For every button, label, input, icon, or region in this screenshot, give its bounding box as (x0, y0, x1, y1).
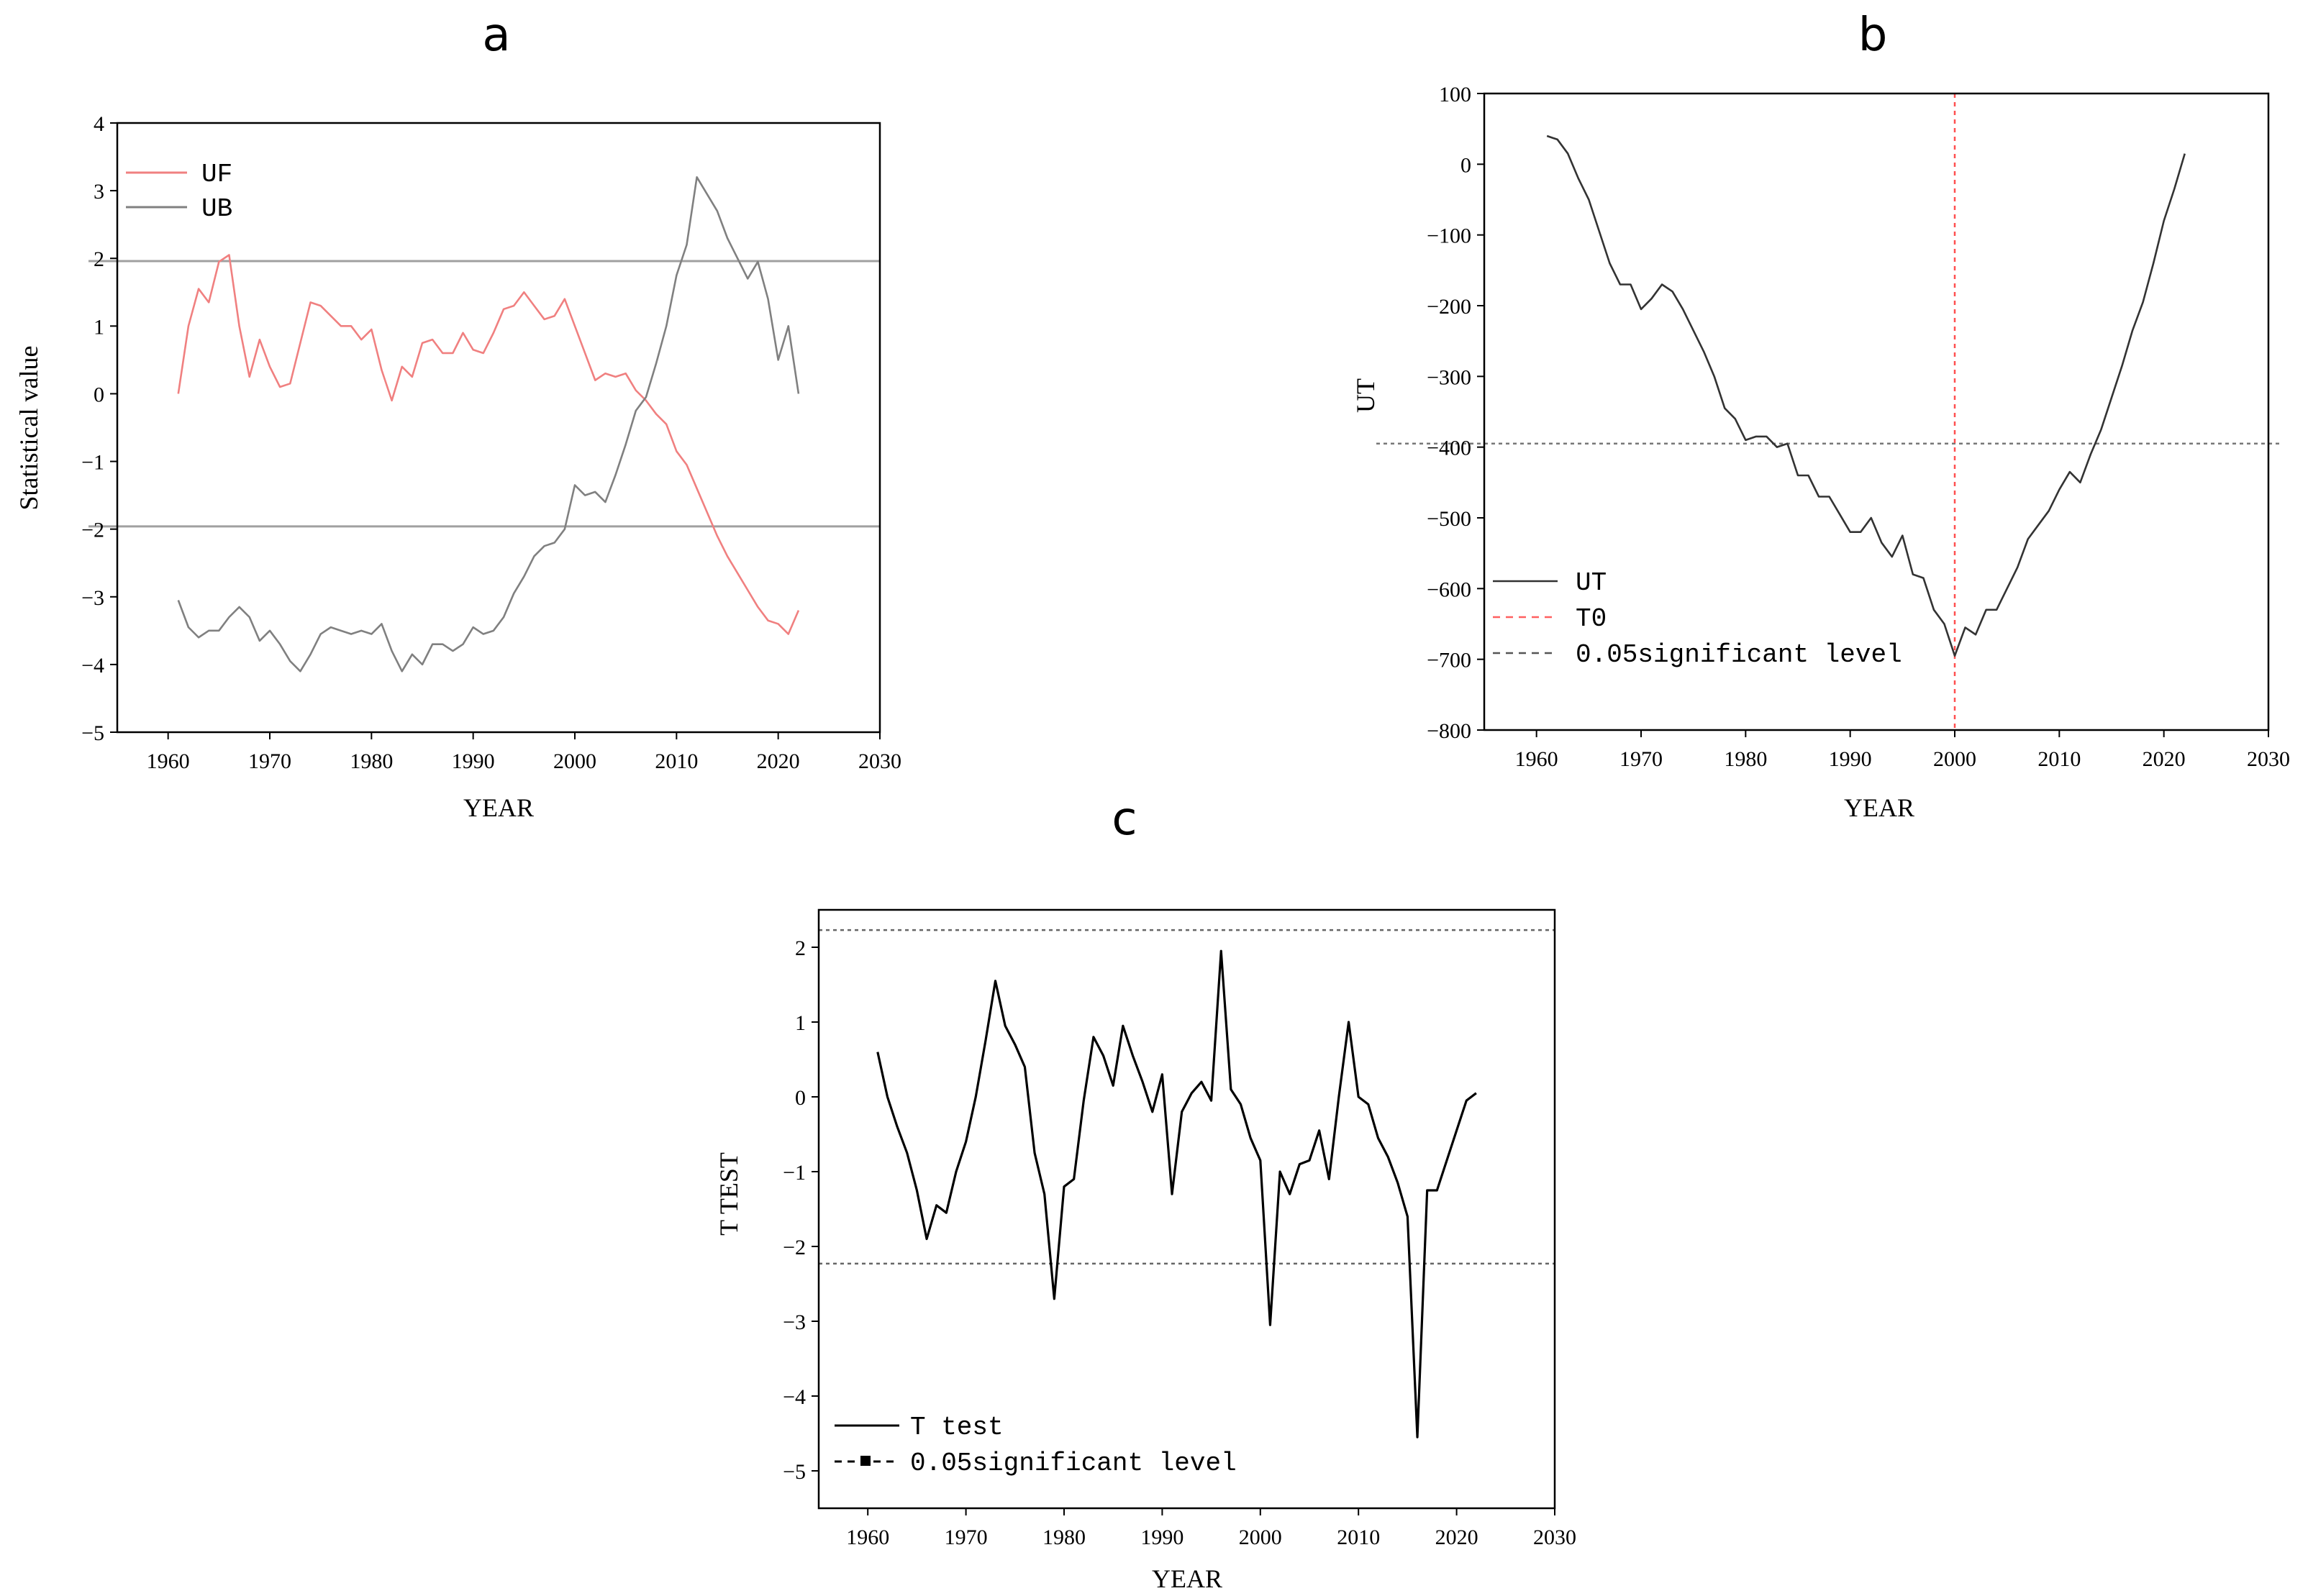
x-tick-label: 2030 (2247, 747, 2290, 771)
y-tick-label: 1 (795, 1011, 806, 1035)
y-tick-label: 3 (94, 180, 104, 204)
panel-c-y-ticks: 2 1 0 −1 −2 −3 −4 −5 (783, 936, 819, 1484)
x-tick-label: 2000 (1933, 747, 1976, 771)
x-tick-label: 1970 (248, 749, 291, 773)
panel-c-y-axis-label: T TEST (714, 1152, 743, 1236)
y-tick-label: −300 (1427, 365, 1471, 389)
legend-marker-square (860, 1456, 871, 1466)
panel-b-y-ticks: 100 0 −100 −200 −300 −400 −500 −600 −700 −800 (1427, 83, 1484, 743)
legend-label-t0: T0 (1576, 604, 1607, 634)
panel-b-reference-lines (1376, 94, 2283, 730)
legend-label-ttest: T test (910, 1413, 1004, 1442)
y-tick-label: −4 (81, 654, 104, 678)
y-tick-label: 0 (1460, 153, 1471, 177)
panel-b-series (1546, 134, 2186, 657)
y-tick-label: 2 (795, 936, 806, 960)
panel-a-x-ticks: 1960 1970 1980 1990 2000 2010 2020 2030 (147, 732, 901, 773)
y-tick-label: −1 (783, 1161, 806, 1185)
panel-a-y-axis-label: Statistical value (14, 346, 43, 511)
y-tick-label: −600 (1427, 578, 1471, 601)
y-tick-label: −5 (81, 721, 104, 745)
series-line-uf (177, 254, 800, 635)
y-tick-label: 4 (94, 112, 104, 136)
x-tick-label: 2020 (757, 749, 800, 773)
panel-a-x-axis-label: YEAR (463, 793, 534, 822)
y-tick-label: 100 (1439, 83, 1471, 106)
y-tick-label: −1 (81, 451, 104, 475)
legend-label-sig-c: 0.05significant level (910, 1449, 1237, 1478)
panel-c-legend: T test 0.05significant level (835, 1413, 1237, 1478)
x-tick-label: 2000 (1239, 1526, 1282, 1549)
x-tick-label: 2010 (2037, 747, 2081, 771)
y-tick-label: 0 (795, 1086, 806, 1110)
panel-a-letter: a (482, 9, 510, 62)
panel-b-letter: b (1858, 9, 1888, 62)
x-tick-label: 2030 (1533, 1526, 1576, 1549)
x-tick-label: 1980 (350, 749, 393, 773)
y-tick-label: −700 (1427, 649, 1471, 672)
y-tick-label: −200 (1427, 295, 1471, 319)
x-tick-label: 2010 (1337, 1526, 1380, 1549)
y-tick-label: −3 (81, 586, 104, 610)
panel-c-plot-frame (817, 908, 1556, 1510)
panel-c: c 1960 1970 1980 1990 2000 2010 2020 2030 2 1 0 −1… (714, 793, 1576, 1593)
y-tick-label: −5 (783, 1460, 806, 1484)
x-tick-label: 1960 (846, 1526, 889, 1549)
panel-c-x-axis-label: YEAR (1152, 1564, 1222, 1593)
x-tick-label: 1960 (147, 749, 190, 773)
x-tick-label: 2000 (553, 749, 596, 773)
panel-a-legend: UF UB (126, 160, 232, 224)
panel-c-series (876, 949, 1477, 1438)
panel-a-series (177, 175, 800, 672)
y-tick-label: −2 (81, 519, 104, 542)
panel-b-plot-frame (1483, 92, 2270, 731)
y-tick-label: −100 (1427, 224, 1471, 248)
panel-c-x-ticks: 1960 1970 1980 1990 2000 2010 2020 2030 (846, 1508, 1576, 1549)
panel-c-reference-lines (819, 929, 1555, 1265)
series-line-ub (177, 175, 800, 672)
panel-b: b 1960 1970 1980 1990 2000 2010 2020 2030 100 0 −… (1351, 9, 2290, 822)
x-tick-label: 2020 (1435, 1526, 1478, 1549)
panel-b-legend: UT T0 0.05significant level (1493, 568, 1902, 670)
panel-b-x-ticks: 1960 1970 1980 1990 2000 2010 2020 2030 (1515, 730, 2290, 771)
x-tick-label: 2030 (858, 749, 901, 773)
legend-label-uf: UF (201, 160, 232, 189)
series-line-ut (1546, 134, 2186, 657)
legend-label-ut: UT (1576, 568, 1607, 598)
y-tick-label: 2 (94, 247, 104, 271)
legend-label-ub: UB (201, 194, 232, 224)
y-tick-label: −800 (1427, 719, 1471, 743)
panel-b-y-axis-label: UT (1351, 378, 1380, 413)
legend-label-sig-b: 0.05significant level (1576, 640, 1902, 670)
y-tick-label: −2 (783, 1236, 806, 1259)
y-tick-label: −500 (1427, 507, 1471, 531)
y-tick-label: 0 (94, 383, 104, 406)
y-tick-label: 1 (94, 315, 104, 339)
y-tick-label: −4 (783, 1385, 806, 1409)
y-tick-label: −400 (1427, 437, 1471, 460)
x-tick-label: 1990 (1140, 1526, 1183, 1549)
x-tick-label: 1980 (1724, 747, 1767, 771)
panel-a: a 1960 1970 1980 1990 2000 2010 2020 2030 4 3 2 1 0… (14, 9, 901, 822)
x-tick-label: 2020 (2143, 747, 2186, 771)
panel-a-plot-frame (116, 122, 881, 734)
x-tick-label: 1990 (1829, 747, 1872, 771)
x-tick-label: 1970 (945, 1526, 988, 1549)
series-line-t-test (876, 949, 1477, 1438)
panel-c-letter: c (1112, 793, 1137, 846)
x-tick-label: 1980 (1042, 1526, 1086, 1549)
x-tick-label: 2010 (655, 749, 698, 773)
panel-a-y-ticks: 4 3 2 1 0 −1 −2 −3 −4 −5 (81, 112, 117, 745)
panel-b-x-axis-label: YEAR (1844, 793, 1914, 822)
y-tick-label: −3 (783, 1310, 806, 1334)
x-tick-label: 1960 (1515, 747, 1558, 771)
x-tick-label: 1970 (1619, 747, 1663, 771)
x-tick-label: 1990 (452, 749, 495, 773)
